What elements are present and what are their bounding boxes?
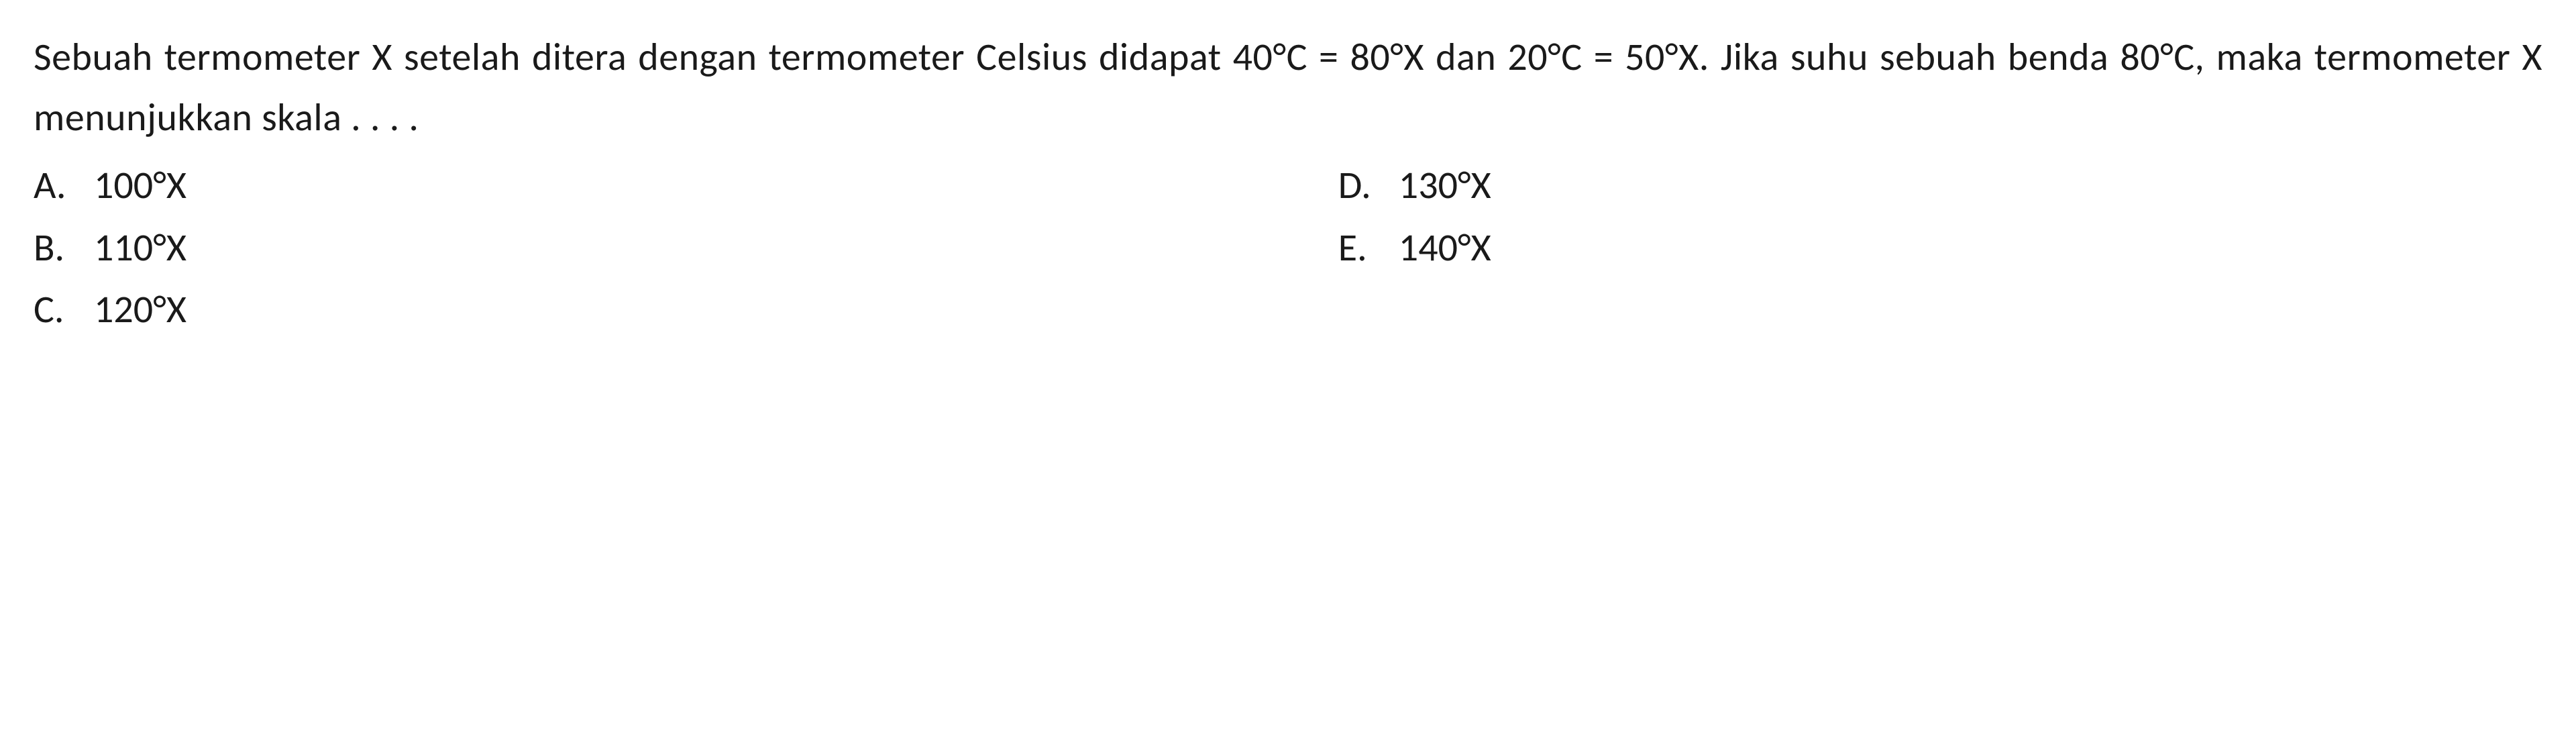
option-d: D. 130°X	[1338, 154, 2542, 217]
option-letter: D.	[1338, 154, 1399, 217]
option-value: 140°X	[1399, 217, 2542, 279]
option-letter: C.	[34, 279, 94, 341]
option-letter: A.	[34, 154, 94, 217]
option-letter: E.	[1338, 217, 1399, 279]
option-a: A. 100°X	[34, 154, 1338, 217]
options-column-left: A. 100°X B. 110°X C. 120°X	[34, 154, 1338, 341]
option-value: 110°X	[94, 217, 1338, 279]
option-c: C. 120°X	[34, 279, 1338, 341]
option-value: 120°X	[94, 279, 1338, 341]
options-container: A. 100°X B. 110°X C. 120°X D. 130°X E. 1…	[34, 154, 2542, 341]
options-column-right: D. 130°X E. 140°X	[1338, 154, 2542, 341]
option-value: 100°X	[94, 154, 1338, 217]
option-e: E. 140°X	[1338, 217, 2542, 279]
question-stem: Sebuah termometer X setelah ditera denga…	[34, 27, 2542, 148]
option-letter: B.	[34, 217, 94, 279]
option-value: 130°X	[1399, 154, 2542, 217]
option-b: B. 110°X	[34, 217, 1338, 279]
